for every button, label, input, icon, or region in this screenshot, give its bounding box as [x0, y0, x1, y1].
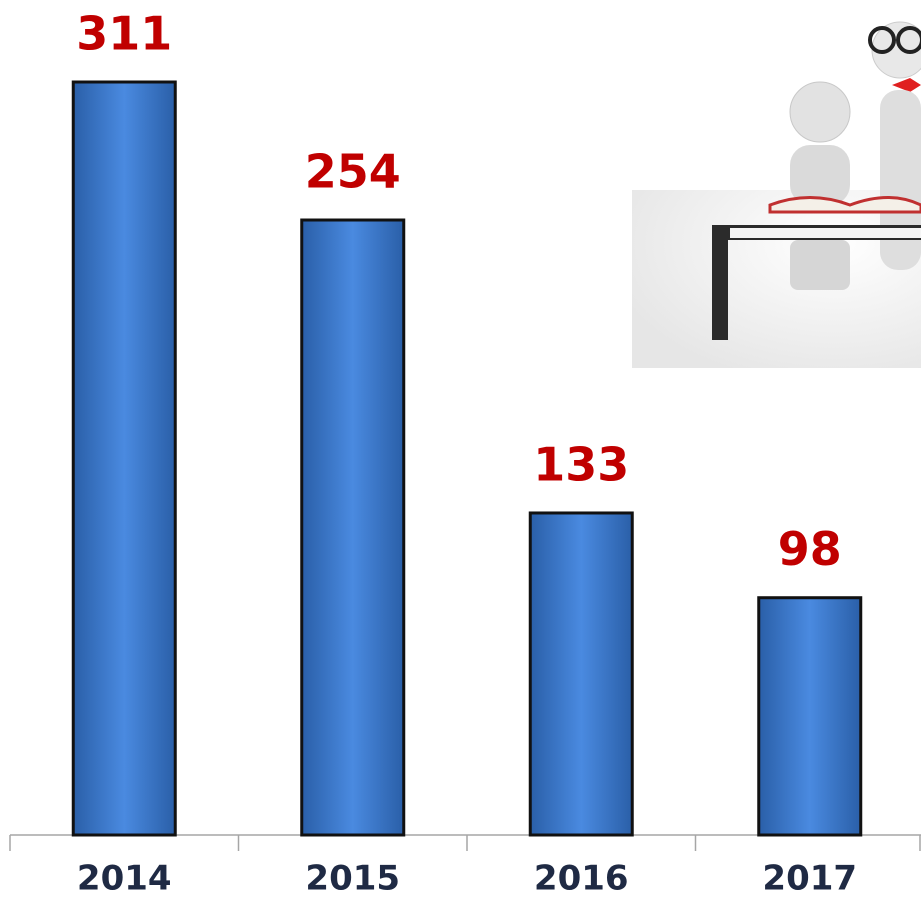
x-tick-label: 2014: [77, 859, 172, 899]
chart: 2014 311 2015 254 2016 133 2017 98: [0, 0, 921, 917]
value-label: 311: [76, 7, 172, 61]
value-label: 133: [533, 437, 629, 491]
illustration: [632, 22, 921, 368]
bar: [530, 513, 632, 835]
bar: [302, 220, 404, 835]
bar: [73, 82, 175, 835]
bar: [759, 598, 861, 835]
page: {"chart_data": {"type": "bar", "categori…: [0, 0, 921, 917]
x-tick-label: 2015: [305, 859, 400, 899]
x-tick-label: 2016: [534, 859, 629, 899]
value-label: 98: [778, 522, 842, 576]
value-label: 254: [305, 145, 401, 199]
x-tick-label: 2017: [762, 859, 857, 899]
